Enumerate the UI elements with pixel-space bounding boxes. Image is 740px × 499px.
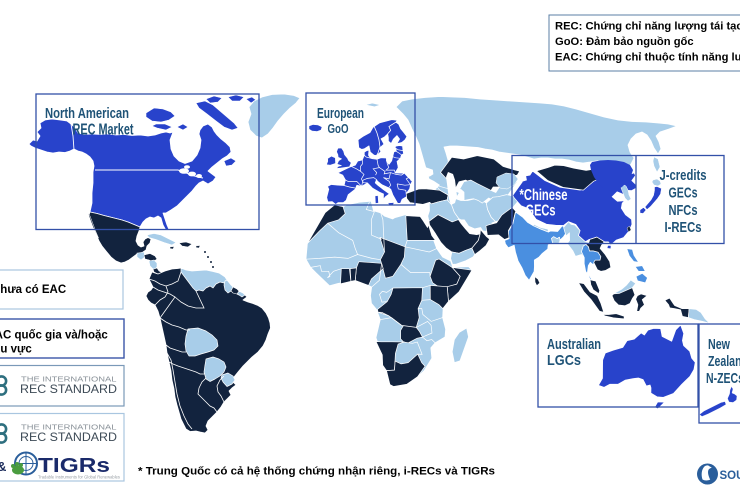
svg-text:GoO: GoO bbox=[328, 121, 349, 136]
svg-text:Australian: Australian bbox=[547, 336, 601, 353]
svg-text:J-credits: J-credits bbox=[660, 167, 707, 184]
svg-text:GECs: GECs bbox=[669, 184, 698, 201]
svg-text:REC STANDARD: REC STANDARD bbox=[20, 384, 117, 396]
svg-text:SOU: SOU bbox=[720, 470, 740, 482]
svg-text:&: & bbox=[0, 459, 6, 474]
svg-text:THE INTERNATIONAL: THE INTERNATIONAL bbox=[21, 377, 117, 384]
svg-text:GoO: Đảm bảo nguồn gốc: GoO: Đảm bảo nguồn gốc bbox=[555, 36, 694, 48]
svg-text:EAC: Chứng chỉ thuộc tính năng: EAC: Chứng chỉ thuộc tính năng lượng bbox=[555, 52, 740, 64]
svg-text:REC Market: REC Market bbox=[73, 122, 134, 139]
svg-text:I-RECs: I-RECs bbox=[665, 219, 702, 236]
svg-text:NFCs: NFCs bbox=[669, 202, 698, 219]
svg-text:Zealand: Zealand bbox=[708, 353, 740, 370]
svg-text:European: European bbox=[317, 105, 364, 122]
svg-text:EAC quốc gia và/hoặc: EAC quốc gia và/hoặc bbox=[0, 330, 108, 342]
svg-text:THE INTERNATIONAL: THE INTERNATIONAL bbox=[21, 425, 117, 432]
svg-text:GECs: GECs bbox=[526, 203, 556, 220]
svg-text:REC STANDARD: REC STANDARD bbox=[20, 432, 117, 444]
svg-text:LGCs: LGCs bbox=[547, 352, 581, 369]
svg-text:New: New bbox=[708, 336, 730, 353]
svg-text:North American: North American bbox=[45, 105, 129, 122]
svg-text:khu vực: khu vực bbox=[0, 344, 32, 356]
svg-text:* Trung Quốc có cả hệ thống ch: * Trung Quốc có cả hệ thống chứng nhận r… bbox=[138, 466, 495, 478]
svg-text:*Chinese: *Chinese bbox=[520, 187, 568, 204]
svg-text:N-ZECs: N-ZECs bbox=[706, 370, 740, 387]
svg-text:REC: Chứng chỉ năng lượng tái: REC: Chứng chỉ năng lượng tái tạo bbox=[555, 21, 740, 33]
svg-text:Tradable Instruments for Globa: Tradable Instruments for Global Renewabl… bbox=[38, 475, 120, 480]
svg-text:Chưa có EAC: Chưa có EAC bbox=[0, 284, 66, 296]
